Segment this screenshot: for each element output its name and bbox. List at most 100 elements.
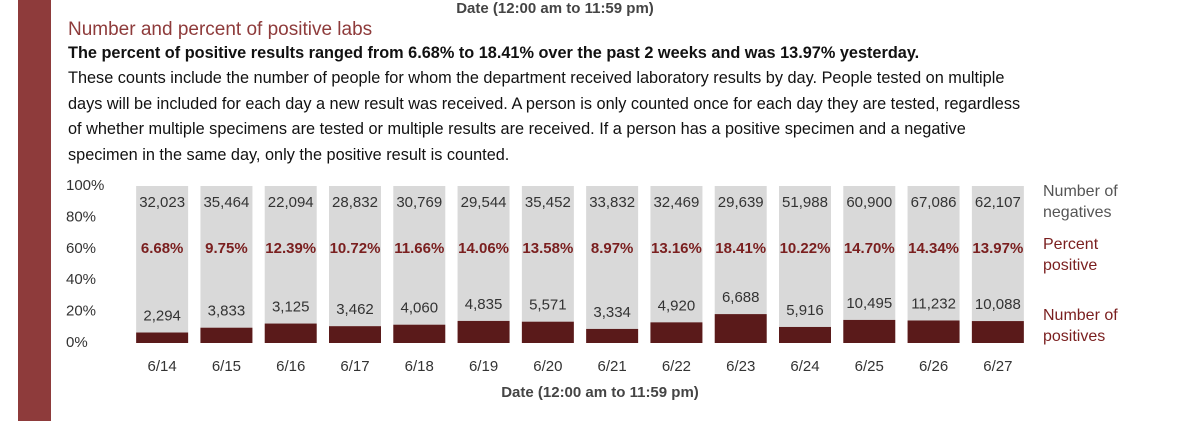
negatives-label: 22,094 — [268, 194, 314, 211]
negatives-label: 29,544 — [461, 194, 507, 211]
legend-negatives: Number of negatives — [1043, 183, 1118, 221]
x-tick-label: 6/23 — [726, 358, 755, 375]
section-title: Number and percent of positive labs — [68, 19, 373, 40]
positives-label: 3,334 — [593, 304, 631, 321]
x-tick-label: 6/18 — [405, 358, 434, 375]
bar-negative — [329, 186, 381, 327]
percent-label: 10.72% — [330, 240, 381, 257]
bar-negative — [457, 186, 510, 321]
negatives-label: 32,023 — [139, 194, 185, 211]
bar-positive — [200, 327, 253, 343]
negatives-label: 32,469 — [653, 194, 699, 211]
bar-positive — [521, 321, 574, 343]
x-tick-label: 6/14 — [148, 358, 177, 375]
positives-label: 3,833 — [208, 303, 246, 320]
y-tick-label: 80% — [66, 208, 96, 225]
percent-label: 13.58% — [522, 240, 573, 257]
negatives-label: 62,107 — [975, 194, 1021, 211]
negatives-label: 60,900 — [846, 194, 892, 211]
bar-positive — [907, 320, 960, 343]
positives-label: 10,088 — [975, 296, 1021, 313]
bar-positive — [264, 323, 317, 343]
bar-negative — [779, 186, 831, 327]
percent-label: 14.34% — [908, 240, 959, 257]
x-axis-label: Date (12:00 am to 11:59 pm) — [501, 384, 699, 401]
y-tick-label: 20% — [66, 303, 96, 320]
bar-negative — [907, 186, 960, 321]
positives-label: 6,688 — [722, 289, 760, 306]
bar-positive — [136, 332, 189, 343]
x-tick-label: 6/24 — [790, 358, 819, 375]
y-tick-label: 100% — [66, 177, 104, 194]
x-tick-label: 6/20 — [533, 358, 562, 375]
bar-negative — [136, 186, 189, 333]
positives-label: 4,920 — [658, 297, 696, 314]
percent-label: 9.75% — [205, 240, 248, 257]
percent-label: 14.06% — [458, 240, 509, 257]
negatives-label: 30,769 — [396, 194, 442, 211]
positives-label: 11,232 — [911, 295, 956, 312]
bar-positive — [779, 326, 831, 343]
summary: The percent of positive results ranged f… — [68, 44, 920, 62]
bar-positive — [329, 326, 381, 343]
percent-label: 18.41% — [715, 240, 766, 257]
positives-label: 2,294 — [143, 307, 181, 324]
header-fragment: Date (12:00 am to 11:59 pm) — [456, 0, 654, 17]
positives-label: 3,125 — [272, 299, 310, 316]
x-tick-label: 6/27 — [983, 358, 1012, 375]
bar-negative — [521, 186, 574, 322]
positives-label: 5,571 — [529, 297, 567, 314]
percent-label: 6.68% — [141, 240, 184, 257]
negatives-label: 35,464 — [203, 194, 249, 211]
positives-label: 4,060 — [401, 300, 439, 317]
positives-label: 4,835 — [465, 296, 503, 313]
x-tick-label: 6/19 — [469, 358, 498, 375]
percent-label: 8.97% — [591, 240, 634, 257]
bar-positive — [843, 319, 896, 343]
bar-positive — [650, 322, 703, 343]
y-tick-label: 40% — [66, 271, 96, 288]
negatives-label: 67,086 — [911, 194, 957, 211]
x-tick-label: 6/22 — [662, 358, 691, 375]
x-tick-label: 6/25 — [855, 358, 884, 375]
x-tick-label: 6/16 — [276, 358, 305, 375]
percent-label: 10.22% — [780, 240, 831, 257]
x-tick-label: 6/17 — [340, 358, 369, 375]
negatives-label: 33,832 — [589, 194, 635, 211]
bar-negative — [650, 186, 703, 323]
bar-positive — [714, 314, 767, 343]
negatives-label: 35,452 — [525, 194, 571, 211]
paragraph: These counts include the number of peopl… — [68, 69, 1021, 164]
x-tick-label: 6/15 — [212, 358, 241, 375]
x-tick-label: 6/21 — [598, 358, 627, 375]
bar-negative — [843, 186, 896, 320]
positives-label: 5,916 — [786, 302, 824, 319]
percent-label: 11.66% — [394, 240, 444, 257]
bar-negative — [714, 186, 767, 315]
percent-label: 14.70% — [844, 240, 895, 257]
negatives-label: 29,639 — [718, 194, 764, 211]
bar-negative — [264, 186, 317, 324]
bar-positive — [971, 321, 1024, 343]
bar-negative — [393, 186, 446, 325]
bar-negative — [971, 186, 1024, 322]
positives-label: 3,462 — [336, 301, 374, 318]
bar-positive — [586, 328, 639, 343]
legend-positives: Number of positives — [1043, 307, 1118, 345]
sidebar — [18, 0, 51, 421]
bar-positive — [457, 320, 510, 343]
legend-percent: Percent positive — [1043, 236, 1099, 274]
x-tick-label: 6/26 — [919, 358, 948, 375]
percent-label: 12.39% — [265, 240, 316, 257]
bar-negative — [586, 186, 639, 329]
negatives-label: 51,988 — [782, 194, 828, 211]
bar-negative — [200, 186, 253, 328]
positives-label: 10,495 — [846, 295, 892, 312]
percent-label: 13.16% — [651, 240, 702, 257]
bar-positive — [393, 324, 446, 343]
negatives-label: 28,832 — [332, 194, 378, 211]
y-tick-label: 0% — [66, 334, 88, 351]
percent-label: 13.97% — [972, 240, 1023, 257]
